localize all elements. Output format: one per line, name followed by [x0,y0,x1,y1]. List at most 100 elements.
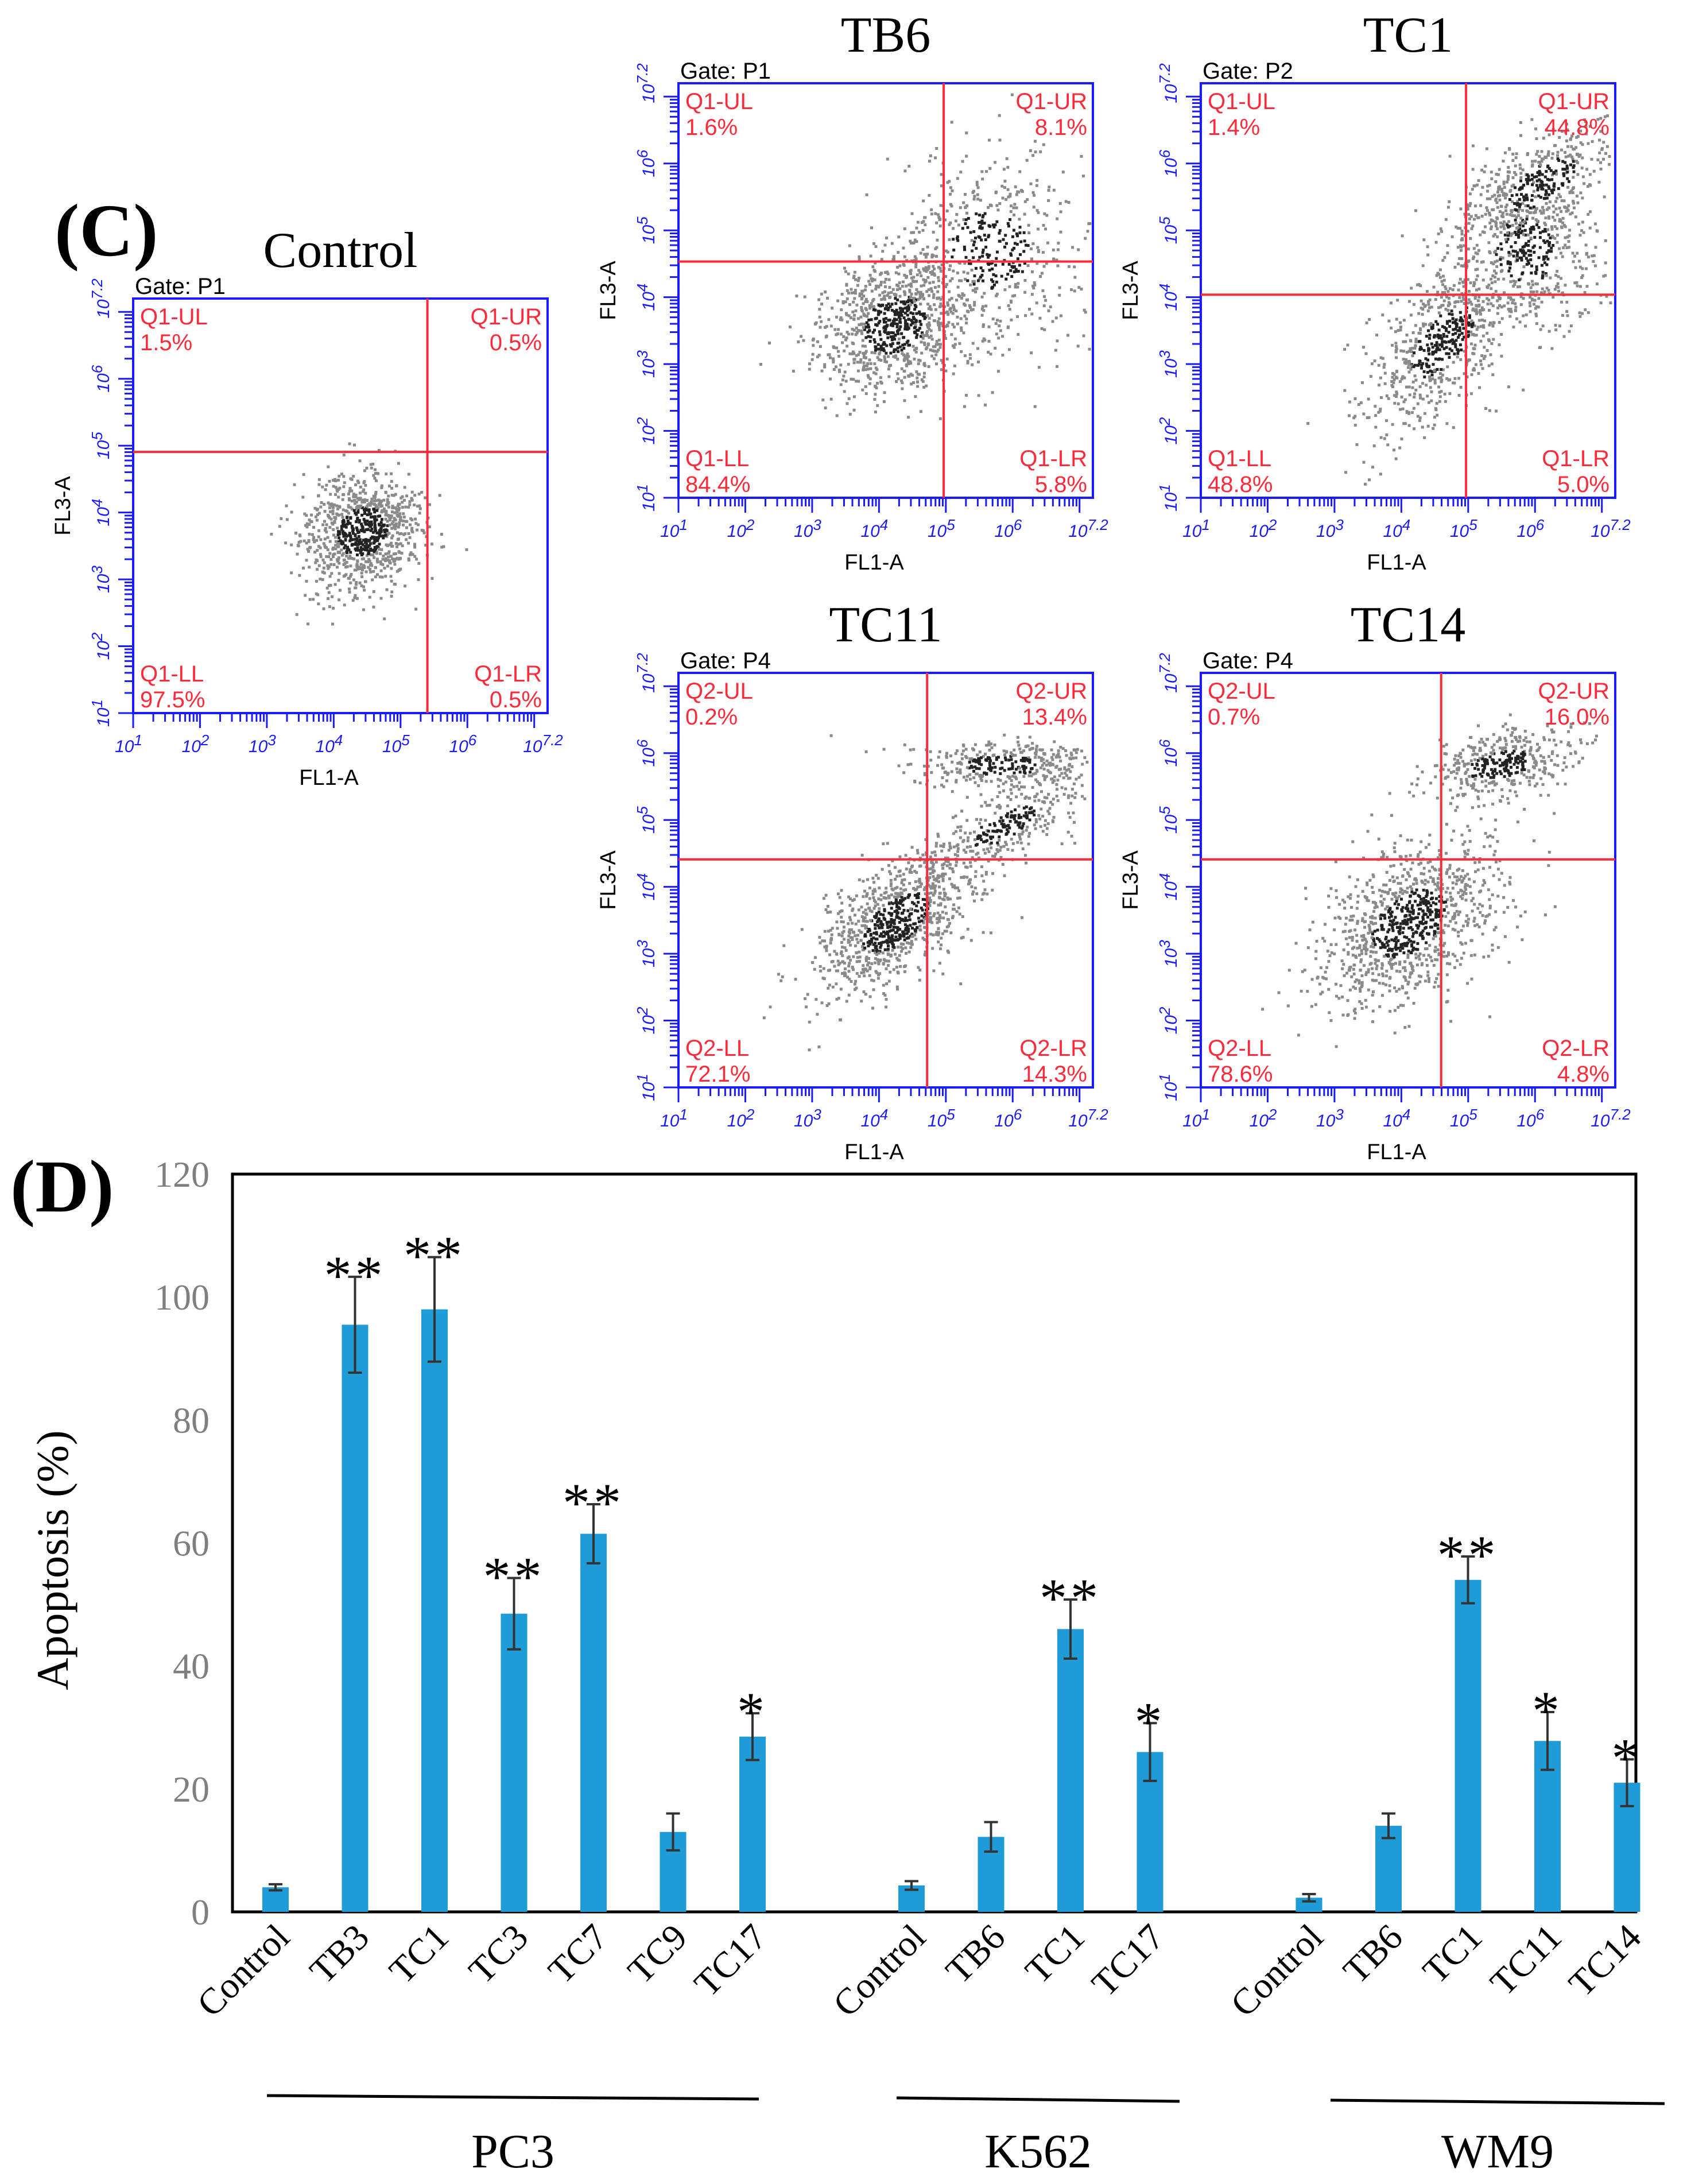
event-dot [855,354,858,357]
event-dot [959,317,963,320]
event-dot [1395,317,1398,321]
event-dot [1500,269,1504,272]
event-dot [1441,259,1445,262]
event-dot [987,234,991,237]
event-dot [937,343,940,346]
event-dot [964,222,967,226]
tick-base: 10 [94,641,113,660]
event-dot [882,904,885,907]
event-dot [966,279,969,282]
event-dot [1525,242,1528,245]
event-dot [909,295,913,299]
event-dot [945,282,949,286]
event-dot [857,920,860,923]
event-dot [980,898,984,901]
tick-exponent: 2 [88,632,106,641]
event-dot [1438,390,1441,394]
event-dot [1457,394,1461,397]
event-dot [317,564,321,567]
event-dot [861,339,864,342]
event-dot [373,518,377,521]
event-dot [1584,125,1588,129]
event-dot [878,293,882,297]
event-dot [862,880,865,883]
event-dot [371,535,374,539]
event-dot [1544,193,1548,196]
event-dot [1421,397,1425,401]
event-dot [864,356,867,359]
event-dot [874,927,877,930]
event-dot [1391,343,1394,347]
tick-base: 10 [1162,358,1181,378]
event-dot [824,291,827,293]
event-dot [1581,267,1584,270]
event-dot [1484,164,1487,168]
event-dot [1519,295,1523,299]
event-dot [1548,330,1551,333]
event-dot [896,358,899,361]
event-dot [361,506,364,509]
event-dot [1554,274,1558,277]
event-dot [938,947,942,951]
event-dot [1495,260,1499,263]
event-dot [353,499,356,502]
event-dot [922,297,925,300]
event-dot [1451,342,1455,345]
event-dot [360,557,364,561]
event-dot [1448,287,1452,291]
event-dot [1549,276,1552,280]
event-dot [1439,227,1442,231]
event-dot [889,970,892,974]
event-dot [362,548,365,551]
event-dot [882,958,886,961]
event-dot [1490,342,1494,345]
event-dot [887,291,890,295]
event-dot [978,214,981,217]
event-dot [995,294,998,297]
tick-base: 10 [1162,425,1181,445]
event-dot [332,606,335,610]
y-tick-label: 106 [88,365,113,392]
event-dot [906,326,910,330]
event-dot [369,525,373,528]
event-dot [937,835,940,838]
event-dot [920,919,924,923]
event-dot [1522,297,1525,300]
event-dot [868,974,871,977]
event-dot [1474,268,1477,272]
event-dot [938,914,941,917]
event-dot [1048,185,1051,189]
event-dot [860,854,864,857]
event-dot [1412,303,1415,306]
tick-base: 10 [1068,522,1088,541]
event-dot [866,920,869,923]
event-dot [1435,344,1438,347]
event-dot [1535,322,1538,326]
event-dot [900,912,903,915]
event-dot [1545,128,1548,131]
event-dot [911,374,914,377]
event-dot [1056,264,1060,268]
event-dot [1565,122,1568,126]
event-dot [889,938,893,941]
event-dot [1515,254,1519,257]
event-dot [933,912,936,915]
event-dot [321,578,324,581]
event-dot [867,944,870,947]
event-dot [884,328,887,331]
tick-base: 10 [249,737,268,756]
event-dot [982,931,985,934]
event-dot [894,952,897,956]
event-dot [935,221,938,224]
event-dot [312,598,315,601]
event-dot [1088,347,1091,351]
event-dot [1532,227,1535,231]
event-dot [933,350,936,353]
event-dot [936,350,938,353]
event-dot [1519,172,1523,175]
event-dot [1442,299,1446,303]
event-dot [872,308,875,311]
event-dot [1599,130,1603,133]
tick-exponent: 5 [1156,216,1173,225]
event-dot [973,899,976,903]
